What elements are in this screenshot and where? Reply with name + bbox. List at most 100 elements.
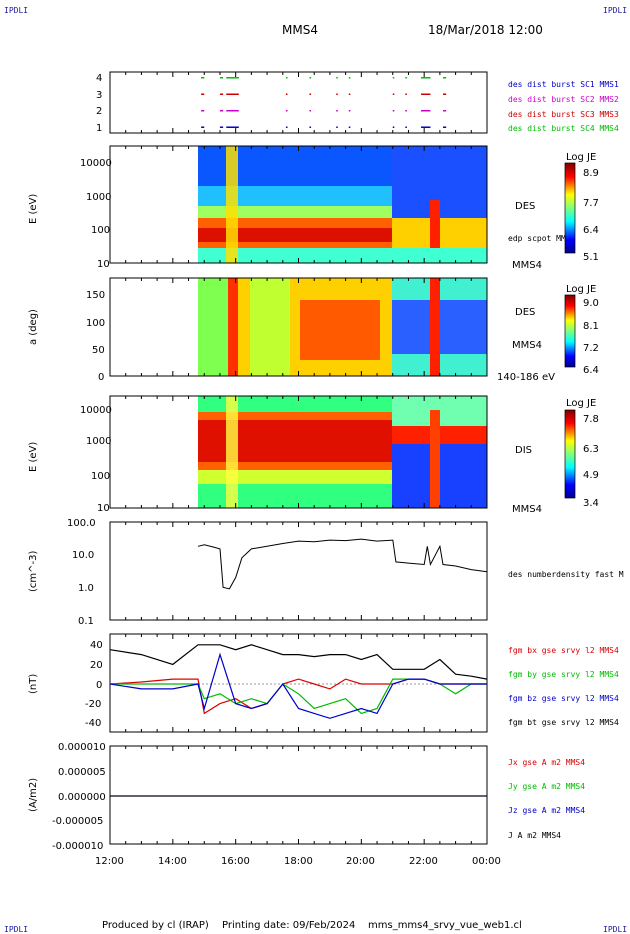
dis-energy-cbar-tick-3: 3.4 — [583, 498, 599, 509]
time-label-1600: 16:00 — [221, 856, 250, 867]
bfield-legend-bz: fgm bz gse srvy l2 MMS4 — [508, 694, 619, 703]
dis-energy-cbar-title: Log JE — [566, 398, 596, 409]
bfield-legend-bt: fgm bt gse srvy l2 MMS4 — [508, 718, 619, 727]
dis-energy-band-yellow — [198, 470, 392, 484]
current-ytick-0.000005: 0.000005 — [58, 767, 106, 778]
burst-interval-marks — [201, 77, 447, 128]
burst-legend-mms4: des dist burst SC4 MMS4 — [508, 124, 619, 133]
des-pitch-mid-red — [300, 300, 380, 360]
des-energy-cbar-tick-2: 6.4 — [583, 225, 599, 236]
time-label-1400: 14:00 — [158, 856, 187, 867]
dis-energy-bottom-label: MMS4 — [512, 504, 542, 515]
des-energy-cbar-title: Log JE — [566, 152, 596, 163]
current-frame — [109, 745, 488, 845]
current-ytick-0.00001: 0.000010 — [58, 742, 106, 753]
density-ytick-100: 100.0 — [67, 518, 96, 529]
dis-energy-stripe — [226, 396, 238, 508]
current-ytick-m0.00001: -0.000010 — [52, 841, 103, 852]
des-energy-stripe — [226, 146, 238, 263]
des-pitch-colorbar — [564, 294, 576, 368]
des-pitch-cbar-title: Log JE — [566, 284, 596, 295]
density-series-line — [197, 538, 488, 590]
des-pitch-cbar-tick-0: 9.0 — [583, 298, 599, 309]
dis-energy-cbar-tick-1: 6.3 — [583, 444, 599, 455]
dis-energy-ytick-10: 10 — [97, 503, 110, 514]
des-pitch-ytick-100: 100 — [86, 318, 105, 329]
bfield-series-lines — [109, 644, 488, 719]
bfield-ytick-m40: -40 — [85, 718, 101, 729]
dis-energy-cbar-tick-0: 7.8 — [583, 414, 599, 425]
burst-panel-frame — [109, 71, 488, 134]
des-pitch-ytick-150: 150 — [86, 290, 105, 301]
des-energy-late-stripe — [430, 200, 440, 248]
dis-energy-ytick-100: 100 — [91, 471, 110, 482]
burst-ytick-1: 1 — [96, 123, 102, 134]
des-energy-cbar-tick-3: 5.1 — [583, 252, 599, 263]
bfield-legend-bx: fgm bx gse srvy l2 MMS4 — [508, 646, 619, 655]
burst-legend-mms3: des dist burst SC3 MMS3 — [508, 110, 619, 119]
bfield-ytick-40: 40 — [90, 640, 103, 651]
current-legend-jz: Jz gse A m2 MMS4 — [508, 806, 585, 815]
des-energy-cbar-tick-0: 8.9 — [583, 168, 599, 179]
bfield-ytick-m20: -20 — [85, 699, 101, 710]
burst-ytick-3: 3 — [96, 90, 102, 101]
burst-panel: 4 3 2 1 des dist burst SC1 MMS1 des dist… — [96, 71, 619, 134]
dis-energy-ytick-1000: 1000 — [86, 436, 111, 447]
des-energy-bottom-label: MMS4 — [512, 260, 542, 271]
burst-legend-mms1: des dist burst SC1 MMS1 — [508, 80, 619, 89]
bfield-frame — [109, 633, 488, 733]
des-energy-ytick-100: 100 — [91, 225, 110, 236]
density-legend: des numberdensity fast M — [508, 570, 624, 579]
burst-legend-mms2: des dist burst SC2 MMS2 — [508, 95, 619, 104]
bfield-series-2 — [109, 652, 487, 719]
bfield-panel: 40 20 0 -20 -40 (nT) fgm bx gse srvy l2 … — [28, 633, 619, 733]
current-ytick-m0.000005: -0.000005 — [52, 816, 103, 827]
des-pitch-early-red — [228, 278, 238, 376]
des-energy-cbar-tick-1: 7.7 — [583, 198, 599, 209]
bfield-ytick-20: 20 — [90, 660, 103, 671]
current-ylabel: (A/m2) — [28, 778, 39, 812]
density-ytick-1: 1.0 — [78, 583, 94, 594]
dis-energy-ytick-10000: 10000 — [80, 405, 112, 416]
current-legend-j: J A m2 MMS4 — [508, 831, 561, 840]
des-pitch-bottom-label: 140-186 eV — [497, 372, 555, 383]
corner-label-top-left: IPDLI — [4, 6, 28, 15]
des-pitch-side-label: DES — [515, 307, 535, 318]
corner-label-bottom-left: IPDLI — [4, 925, 28, 934]
bfield-ylabel: (nT) — [28, 674, 39, 694]
current-panel: 0.000010 0.000005 0.000000 -0.000005 -0.… — [28, 742, 585, 852]
bfield-series-3 — [109, 644, 488, 680]
current-ytick-0: 0.000000 — [58, 792, 106, 803]
dis-energy-ylabel: E (eV) — [28, 442, 39, 472]
des-pitch-ylabel: a (deg) — [28, 309, 39, 345]
des-pitch-cbar-tick-1: 8.1 — [583, 321, 599, 332]
time-label-1800: 18:00 — [284, 856, 313, 867]
des-pitch-ytick-0: 0 — [98, 372, 104, 383]
dis-energy-side-label: DIS — [515, 445, 532, 456]
bfield-ytick-0: 0 — [96, 680, 102, 691]
time-label-0000: 00:00 — [472, 856, 501, 867]
footer-produced-by: Produced by cl (IRAP) — [102, 920, 209, 931]
des-pitch-cbar-tick-3: 6.4 — [583, 365, 599, 376]
des-energy-band-low — [198, 248, 487, 263]
bfield-legend-by: fgm by gse srvy l2 MMS4 — [508, 670, 619, 679]
density-frame — [109, 521, 488, 621]
corner-label-bottom-right: IPDLI — [603, 925, 627, 934]
current-legend-jx: Jx gse A m2 MMS4 — [508, 758, 585, 767]
des-energy-ytick-1000: 1000 — [86, 192, 111, 203]
dis-energy-cbar-tick-2: 4.9 — [583, 470, 599, 481]
des-pitch-cbar-tick-2: 7.2 — [583, 343, 599, 354]
des-energy-colorbar — [564, 162, 576, 254]
time-label-2200: 22:00 — [409, 856, 438, 867]
des-energy-ytick-10: 10 — [97, 259, 110, 270]
time-axis-ticks — [109, 72, 488, 844]
footer-printing-date: Printing date: 09/Feb/2024 — [222, 920, 355, 931]
des-energy-side-label: DES — [515, 201, 535, 212]
spacecraft-title: MMS4 — [282, 23, 318, 37]
des-energy-ytick-10000: 10000 — [80, 158, 112, 169]
density-ytick-10: 10.0 — [72, 550, 94, 561]
dis-energy-panel: 10000 1000 100 10 E (eV) DIS MMS4 Log JE… — [28, 395, 599, 515]
des-energy-band-red — [198, 228, 392, 242]
burst-ytick-2: 2 — [96, 106, 102, 117]
